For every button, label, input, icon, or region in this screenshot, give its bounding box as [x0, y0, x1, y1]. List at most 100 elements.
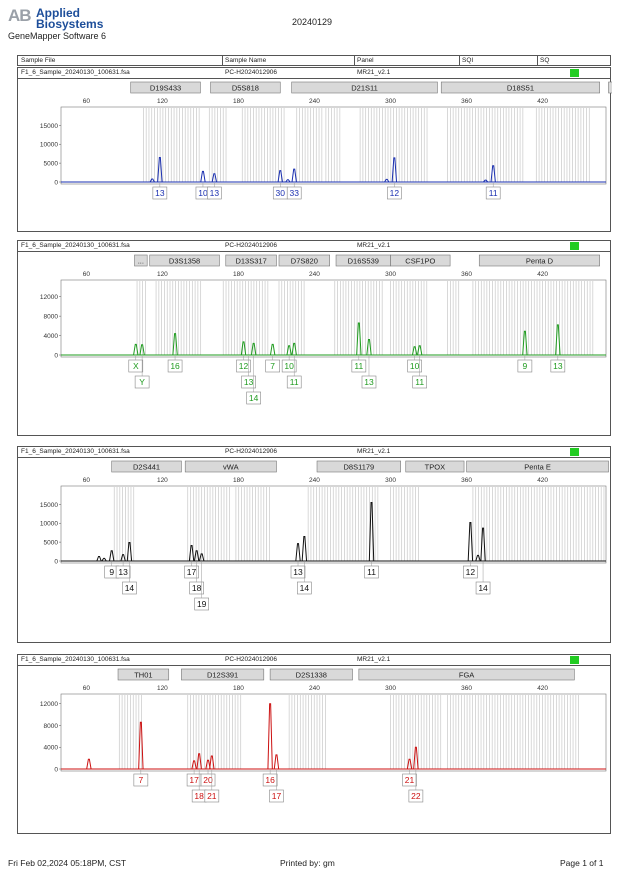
allele-call[interactable]: 19 — [194, 597, 209, 611]
locus-marker[interactable]: ... — [134, 254, 148, 267]
locus-label: D13S317 — [235, 257, 266, 266]
locus-marker[interactable]: D18S51 — [440, 81, 600, 94]
x-tick-label: 420 — [537, 98, 548, 105]
y-tick-label: 0 — [54, 767, 58, 774]
allele-call[interactable]: 14 — [475, 581, 491, 595]
allele-call[interactable]: 7 — [133, 773, 149, 787]
locus-marker[interactable]: D13S317 — [225, 254, 277, 267]
peak — [273, 754, 280, 770]
allele-call[interactable]: 18 — [189, 581, 204, 595]
locus-label: TH01 — [134, 671, 152, 680]
panel-name: MR21_v2.1 — [357, 656, 391, 663]
allele-call[interactable]: 11 — [351, 359, 367, 373]
peak — [413, 746, 419, 770]
peak — [490, 165, 496, 183]
allele-call[interactable]: 14 — [122, 581, 137, 595]
allele-call[interactable]: 10 — [281, 359, 297, 373]
allele-call[interactable]: X — [128, 359, 144, 373]
locus-marker[interactable]: D5S818 — [210, 81, 281, 94]
allele-call[interactable]: 14 — [297, 581, 312, 595]
peak — [86, 758, 92, 770]
allele-call[interactable]: 13 — [152, 186, 168, 200]
locus-marker[interactable]: D7S820 — [278, 254, 330, 267]
allele-call[interactable]: 21 — [402, 773, 417, 787]
allele-call[interactable]: 12 — [387, 186, 402, 200]
allele-call[interactable]: 20 — [200, 773, 216, 787]
peak — [126, 541, 133, 562]
allele-call[interactable]: 13 — [207, 186, 222, 200]
locus-marker[interactable]: D12S391 — [181, 668, 265, 681]
allele-label: 12 — [239, 361, 249, 371]
locus-label: vWA — [223, 463, 239, 472]
allele-call[interactable]: 12 — [463, 565, 478, 579]
locus-marker[interactable]: TPOX — [405, 460, 465, 473]
allele-call[interactable]: 11 — [485, 186, 501, 200]
peak — [191, 760, 197, 770]
peak — [301, 535, 308, 562]
allele-call[interactable]: 14 — [246, 391, 261, 405]
locus-marker[interactable]: D3S1358 — [149, 254, 220, 267]
allele-label: 10 — [198, 188, 208, 198]
allele-call[interactable]: 18 — [191, 789, 207, 803]
x-tick-label: 180 — [233, 98, 244, 105]
x-tick-label: 240 — [309, 271, 320, 278]
x-tick-label: 60 — [83, 477, 91, 484]
x-tick-label: 120 — [157, 98, 168, 105]
y-tick-label: 8000 — [44, 723, 59, 730]
allele-call[interactable]: 13 — [290, 565, 306, 579]
allele-call[interactable]: 33 — [286, 186, 302, 200]
locus-marker[interactable]: D21S11 — [291, 81, 438, 94]
y-tick-label: 0 — [54, 180, 58, 187]
locus-marker[interactable]: Penta D — [478, 254, 600, 267]
allele-call[interactable]: 13 — [115, 565, 131, 579]
allele-call[interactable]: 22 — [408, 789, 424, 803]
x-tick-label: 60 — [83, 98, 91, 105]
allele-call[interactable]: 13 — [241, 375, 256, 389]
sq-status-indicator — [570, 242, 579, 250]
locus-marker[interactable]: D8S1179 — [316, 460, 401, 473]
locus-marker[interactable]: CSF1PO — [390, 254, 451, 267]
header-table: Sample File Sample Name Panel SQI SQ — [17, 55, 611, 66]
allele-call[interactable]: 12 — [236, 359, 251, 373]
peak — [209, 755, 215, 770]
locus-marker[interactable]: vWA — [184, 460, 277, 473]
locus-label: D21S11 — [351, 84, 378, 93]
allele-label: 9 — [109, 567, 114, 577]
allele-label: X — [133, 361, 139, 371]
allele-call[interactable]: 11 — [364, 565, 379, 579]
allele-call[interactable]: 13 — [361, 375, 377, 389]
allele-call[interactable]: 9 — [517, 359, 533, 373]
locus-marker[interactable]: D19S433 — [130, 81, 201, 94]
y-tick-label: 4000 — [44, 333, 59, 340]
allele-call[interactable]: 11 — [286, 375, 302, 389]
allele-call[interactable]: 10 — [407, 359, 422, 373]
allele-call[interactable]: 17 — [269, 789, 284, 803]
allele-call[interactable]: 7 — [265, 359, 280, 373]
locus-marker[interactable]: D2S1338 — [269, 668, 353, 681]
allele-call[interactable]: 30 — [272, 186, 288, 200]
allele-call[interactable]: 17 — [184, 565, 199, 579]
locus-marker[interactable]: D16S539 — [335, 254, 391, 267]
allele-call[interactable]: 21 — [204, 789, 220, 803]
locus-marker[interactable]: TH01 — [117, 668, 170, 681]
allele-call[interactable]: 9 — [104, 565, 119, 579]
allele-call[interactable]: 16 — [262, 773, 278, 787]
x-tick-label: 420 — [537, 271, 548, 278]
locus-marker[interactable]: D2S441 — [111, 460, 182, 473]
peak — [193, 550, 200, 562]
allele-call[interactable]: Y — [134, 375, 150, 389]
peak — [157, 156, 163, 183]
allele-call[interactable]: 11 — [412, 375, 427, 389]
locus-label: D12S391 — [207, 671, 238, 680]
locus-marker[interactable]: Penta E — [466, 460, 609, 473]
allele-call[interactable]: 16 — [167, 359, 183, 373]
allele-label: 13 — [210, 188, 220, 198]
locus-marker[interactable]: D6S1043 — [608, 81, 612, 94]
col-sample-file: Sample File — [21, 57, 56, 64]
x-tick-label: 60 — [83, 271, 91, 278]
locus-marker[interactable]: FGA — [358, 668, 575, 681]
allele-call[interactable]: 13 — [550, 359, 566, 373]
y-tick-label: 15000 — [40, 123, 58, 130]
peak — [96, 555, 102, 562]
